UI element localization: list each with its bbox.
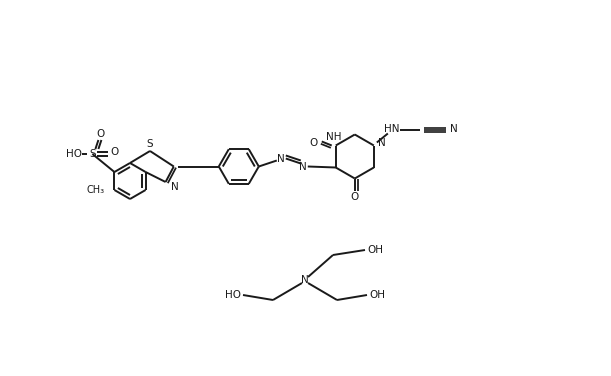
Text: S: S: [147, 139, 153, 149]
Text: CH₃: CH₃: [86, 185, 104, 195]
Text: N: N: [170, 182, 178, 192]
Text: S: S: [89, 149, 96, 159]
Text: N: N: [450, 124, 458, 135]
Text: N: N: [277, 153, 285, 164]
Text: O: O: [351, 191, 359, 202]
Text: O: O: [310, 138, 318, 147]
Text: N: N: [299, 162, 307, 171]
Text: HO: HO: [67, 149, 82, 159]
Text: O: O: [97, 129, 104, 139]
Text: N: N: [301, 275, 309, 285]
Text: OH: OH: [367, 245, 383, 255]
Text: N: N: [378, 138, 386, 149]
Text: NH: NH: [326, 132, 342, 143]
Text: HO: HO: [225, 290, 241, 300]
Text: O: O: [111, 147, 119, 157]
Text: HN: HN: [384, 124, 400, 135]
Text: OH: OH: [369, 290, 385, 300]
